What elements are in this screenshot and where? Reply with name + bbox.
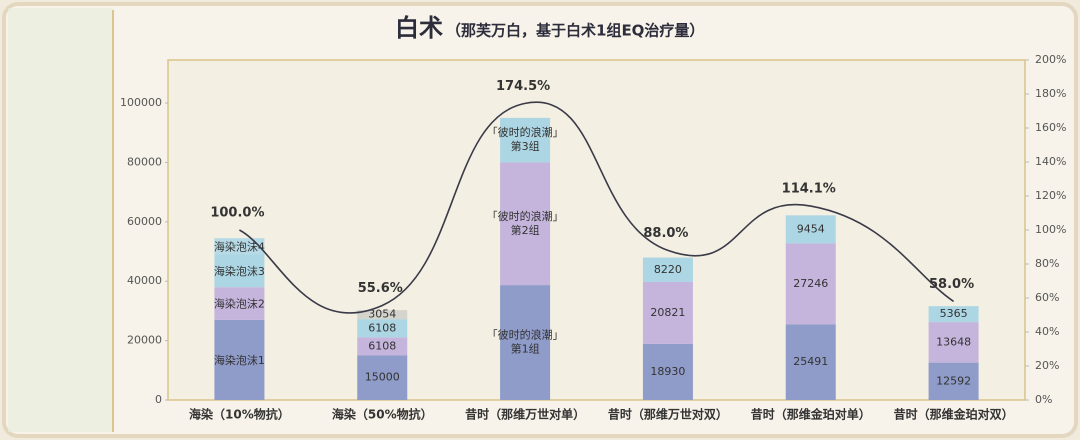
line-label: 58.0% <box>929 277 974 292</box>
bar-segment <box>785 215 836 244</box>
bar-segment <box>928 362 979 400</box>
line-label: 88.0% <box>643 226 688 241</box>
bar-segment <box>500 162 551 286</box>
y2-tick-label: 100% <box>1035 223 1066 236</box>
bar-label: 5365 <box>940 307 968 320</box>
y-tick-label: 80000 <box>127 155 162 168</box>
bar-label: 海染泡沫1 <box>214 353 265 367</box>
bar-segment <box>214 319 265 400</box>
bar-label: 「彼时的浪潮」第1组 <box>487 328 564 356</box>
bar-label: 6108 <box>368 339 396 352</box>
y2-tick-label: 40% <box>1035 325 1059 338</box>
chart-title: 白术 <box>395 14 443 42</box>
x-tick-label: 海染（10%物抗） <box>189 407 290 422</box>
line <box>239 101 955 314</box>
y2-tick-label: 60% <box>1035 291 1059 304</box>
bar-label: 「彼时的浪潮」第2组 <box>487 209 564 237</box>
chart-subtitle: （那芙万白，基于白术1组EQ治疗量） <box>446 22 704 40</box>
bar-segment <box>928 306 979 323</box>
bar-label: 8220 <box>654 263 682 276</box>
bar-segment <box>500 285 551 400</box>
bar-segment <box>357 337 408 356</box>
bar-label: 20821 <box>650 306 685 319</box>
x-tick-label: 海染（50%物抗） <box>332 407 433 422</box>
line-label: 55.6% <box>358 281 403 296</box>
y2-tick-label: 180% <box>1035 87 1066 100</box>
x-tick-label: 昔时（那维金珀对单） <box>751 407 871 422</box>
bar-segment <box>928 322 979 363</box>
bar-label: 15000 <box>365 371 400 384</box>
x-tick-label: 昔时（那维万世对双） <box>608 407 728 422</box>
bar-segment <box>357 355 408 400</box>
bar-label: 27246 <box>793 277 828 290</box>
y2-tick-label: 200% <box>1035 53 1066 66</box>
y2-tick-label: 80% <box>1035 257 1059 270</box>
x-tick-label: 昔时（那维万世对单） <box>465 407 585 422</box>
bar-segment <box>500 117 551 163</box>
bar-label: 25491 <box>793 355 828 368</box>
bar-label: 12592 <box>936 374 971 387</box>
bar-segment <box>214 287 265 320</box>
y2-tick-label: 20% <box>1035 359 1059 372</box>
bar-label: 3054 <box>368 308 396 321</box>
bar-segment <box>214 254 265 288</box>
x-tick-label: 昔时（那维金珀对双） <box>894 407 1014 422</box>
y-tick-label: 100000 <box>120 96 162 109</box>
y2-tick-label: 0% <box>1035 393 1052 406</box>
y-tick-label: 0 <box>155 393 162 406</box>
bar-label: 9454 <box>797 222 825 235</box>
line-label: 114.1% <box>782 182 836 197</box>
y-tick-label: 40000 <box>127 274 162 287</box>
bar-label: 海染泡沫2 <box>214 296 265 310</box>
line-label: 100.0% <box>210 206 264 221</box>
y2-tick-label: 140% <box>1035 155 1066 168</box>
bar-label: 18930 <box>650 365 685 378</box>
bar-label: 「彼时的浪潮」第3组 <box>487 125 564 153</box>
bar-segment <box>785 324 836 400</box>
y-tick-label: 60000 <box>127 215 162 228</box>
bar-segment <box>214 238 265 255</box>
bar-segment <box>357 310 408 320</box>
bar-label: 海染泡沫3 <box>214 264 265 278</box>
bar-label: 海染泡沫4 <box>214 239 265 253</box>
line-label: 174.5% <box>496 79 550 94</box>
bar-segment <box>357 319 408 338</box>
plot-area <box>167 59 1026 401</box>
bar-segment <box>642 281 693 344</box>
bar-segment <box>642 257 693 282</box>
portrait-area <box>8 8 113 432</box>
bar-label: 13648 <box>936 335 971 348</box>
y-tick-label: 20000 <box>127 334 162 347</box>
bar-label: 6108 <box>368 321 396 334</box>
y2-tick-label: 120% <box>1035 189 1066 202</box>
bar-segment <box>642 343 693 400</box>
bar-segment <box>785 243 836 325</box>
y2-tick-label: 160% <box>1035 121 1066 134</box>
